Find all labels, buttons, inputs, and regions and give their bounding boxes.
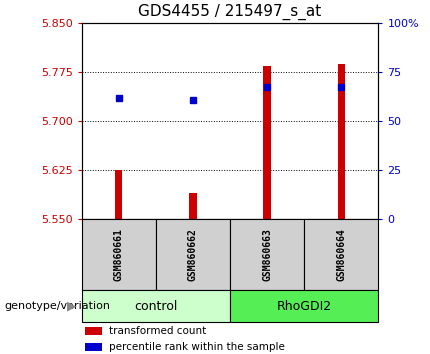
Text: GSM860661: GSM860661 [114,228,124,281]
FancyBboxPatch shape [156,219,230,290]
FancyBboxPatch shape [82,219,156,290]
Text: percentile rank within the sample: percentile rank within the sample [109,342,285,352]
Bar [85,327,102,335]
Bar [115,170,123,219]
FancyBboxPatch shape [230,290,378,322]
Bar [85,343,102,351]
Title: GDS4455 / 215497_s_at: GDS4455 / 215497_s_at [138,4,322,20]
Bar [338,64,345,219]
Text: transformed count: transformed count [109,326,206,336]
Text: GSM860662: GSM860662 [188,228,198,281]
Text: ▶: ▶ [67,300,76,313]
Bar [189,193,197,219]
Text: genotype/variation: genotype/variation [4,301,111,311]
FancyBboxPatch shape [304,219,378,290]
Bar [264,65,271,219]
FancyBboxPatch shape [230,219,304,290]
Text: control: control [134,300,178,313]
Text: GSM860663: GSM860663 [262,228,272,281]
Text: GSM860664: GSM860664 [336,228,346,281]
Text: RhoGDI2: RhoGDI2 [276,300,332,313]
FancyBboxPatch shape [82,290,230,322]
